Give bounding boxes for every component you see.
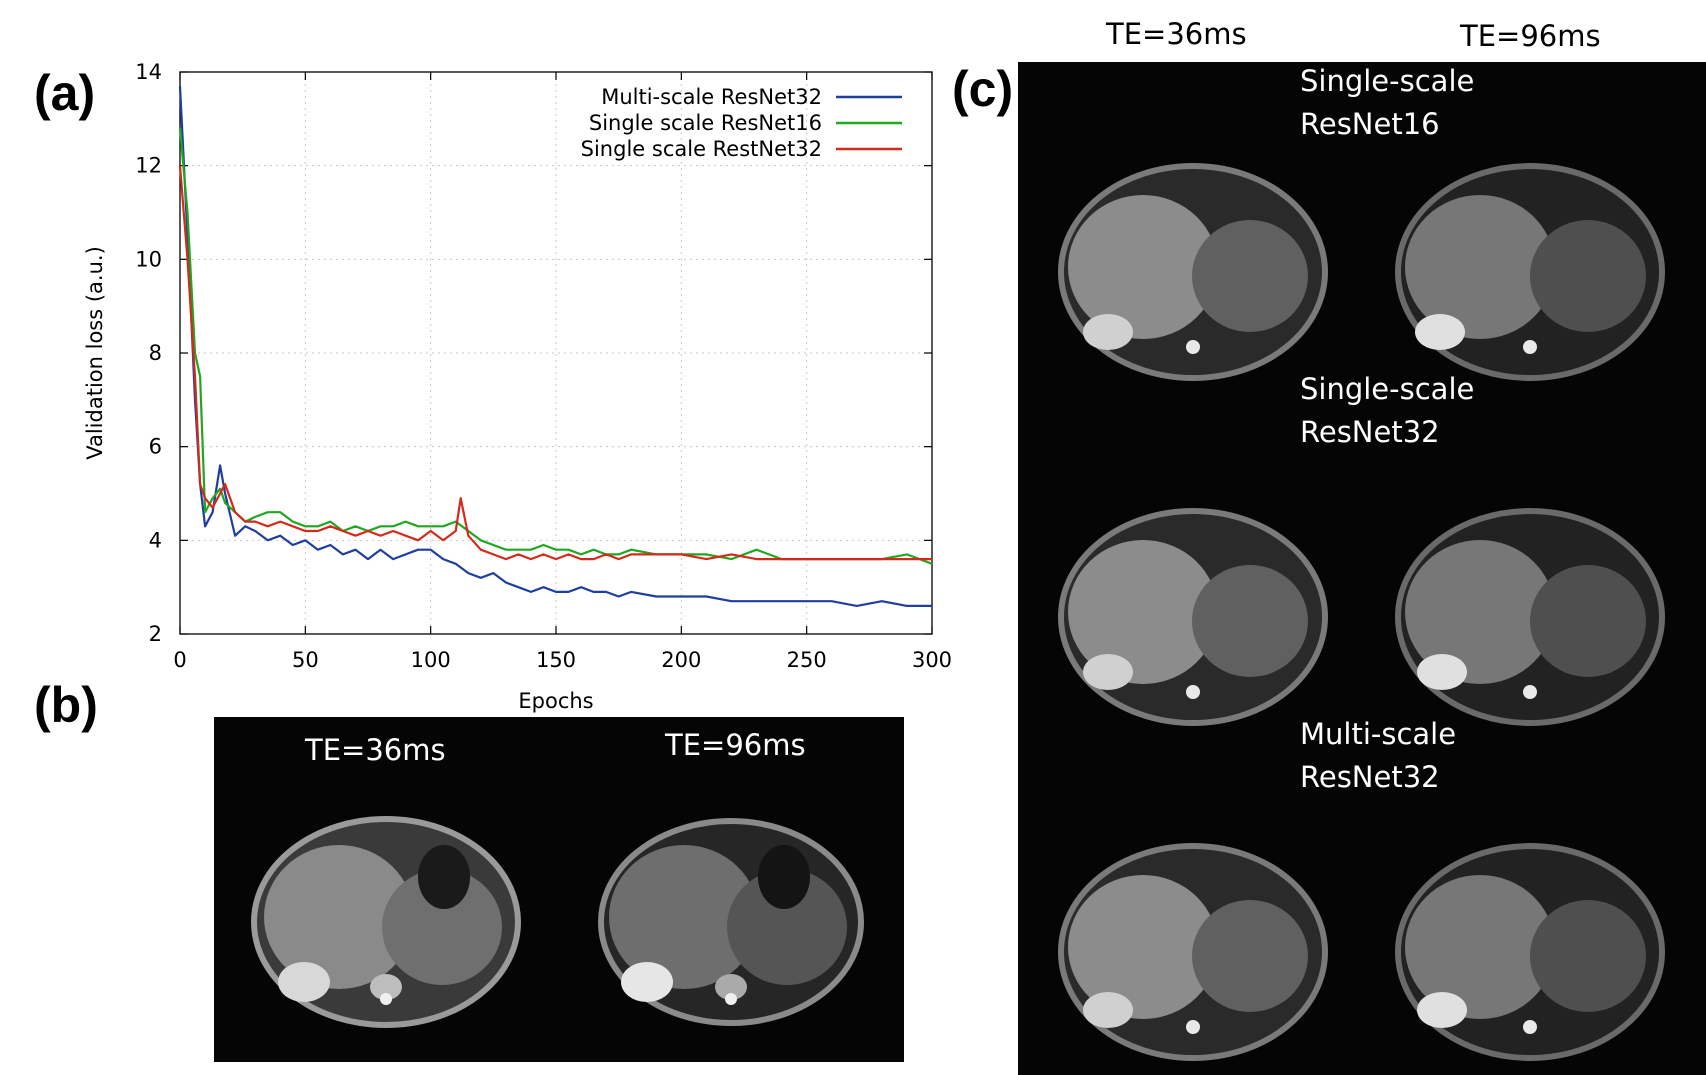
panel-c-row2-label: Single-scale ResNet32 [1300,368,1474,454]
y-tick-label: 8 [149,341,162,365]
y-axis-label: Validation loss (a.u.) [83,246,107,460]
panel-label-a: (a) [34,65,96,121]
x-tick-label: 0 [173,648,186,672]
y-tick-label: 12 [135,154,162,178]
y-tick-label: 2 [149,622,162,646]
series-line-1 [178,86,932,608]
y-tick-label: 10 [135,247,162,271]
panel-b-title-te96: TE=96ms [665,728,806,762]
row2-label-line1: Single-scale [1300,372,1475,406]
panel-c-row2-te96 [1360,407,1706,752]
panel-c-row2-te36 [1018,407,1360,752]
legend-label-1: Multi-scale ResNet32 [601,85,822,109]
panel-c-col-title-te36: TE=36ms [1106,17,1247,51]
panel-c-row3-te36 [1018,752,1360,1075]
panel-c-row1-te96 [1360,62,1706,407]
panel-c-row1-label: Single-scale ResNet16 [1300,60,1474,146]
x-tick-label: 300 [912,648,952,672]
panel-b-image-te96 [559,717,904,1062]
series-line-3 [178,165,932,561]
y-tick-label: 14 [135,60,162,84]
y-tick-label: 6 [149,435,162,459]
legend-label-2: Single scale ResNet16 [589,111,822,135]
x-tick-label: 200 [661,648,701,672]
y-tick-label: 4 [149,528,162,552]
validation-loss-chart: 0 50 100 150 200 250 300 2 4 6 8 10 12 14 Epochs Valida… [83,60,952,713]
panel-b-title-te36: TE=36ms [305,733,446,767]
panel-c-col-title-te96: TE=96ms [1460,19,1601,53]
x-tick-label: 50 [292,648,319,672]
legend-label-3: Single scale RestNet32 [581,137,822,161]
x-tick-label: 250 [787,648,827,672]
panel-c-row3-label: Multi-scale ResNet32 [1300,713,1456,799]
panel-c-row1-te36 [1018,62,1360,407]
panel-label-b: (b) [34,677,98,733]
x-tick-label: 100 [411,648,451,672]
x-axis-label: Epochs [518,689,593,713]
panel-c-row3-te96 [1360,752,1706,1075]
row1-label-line1: Single-scale [1300,64,1475,98]
row3-label-line1: Multi-scale [1300,717,1457,751]
row3-label-line2: ResNet32 [1300,760,1440,794]
row2-label-line2: ResNet32 [1300,415,1440,449]
x-tick-label: 150 [536,648,576,672]
panel-label-c: (c) [952,61,1014,117]
panel-b-image-te36 [214,717,559,1062]
row1-label-line2: ResNet16 [1300,107,1440,141]
